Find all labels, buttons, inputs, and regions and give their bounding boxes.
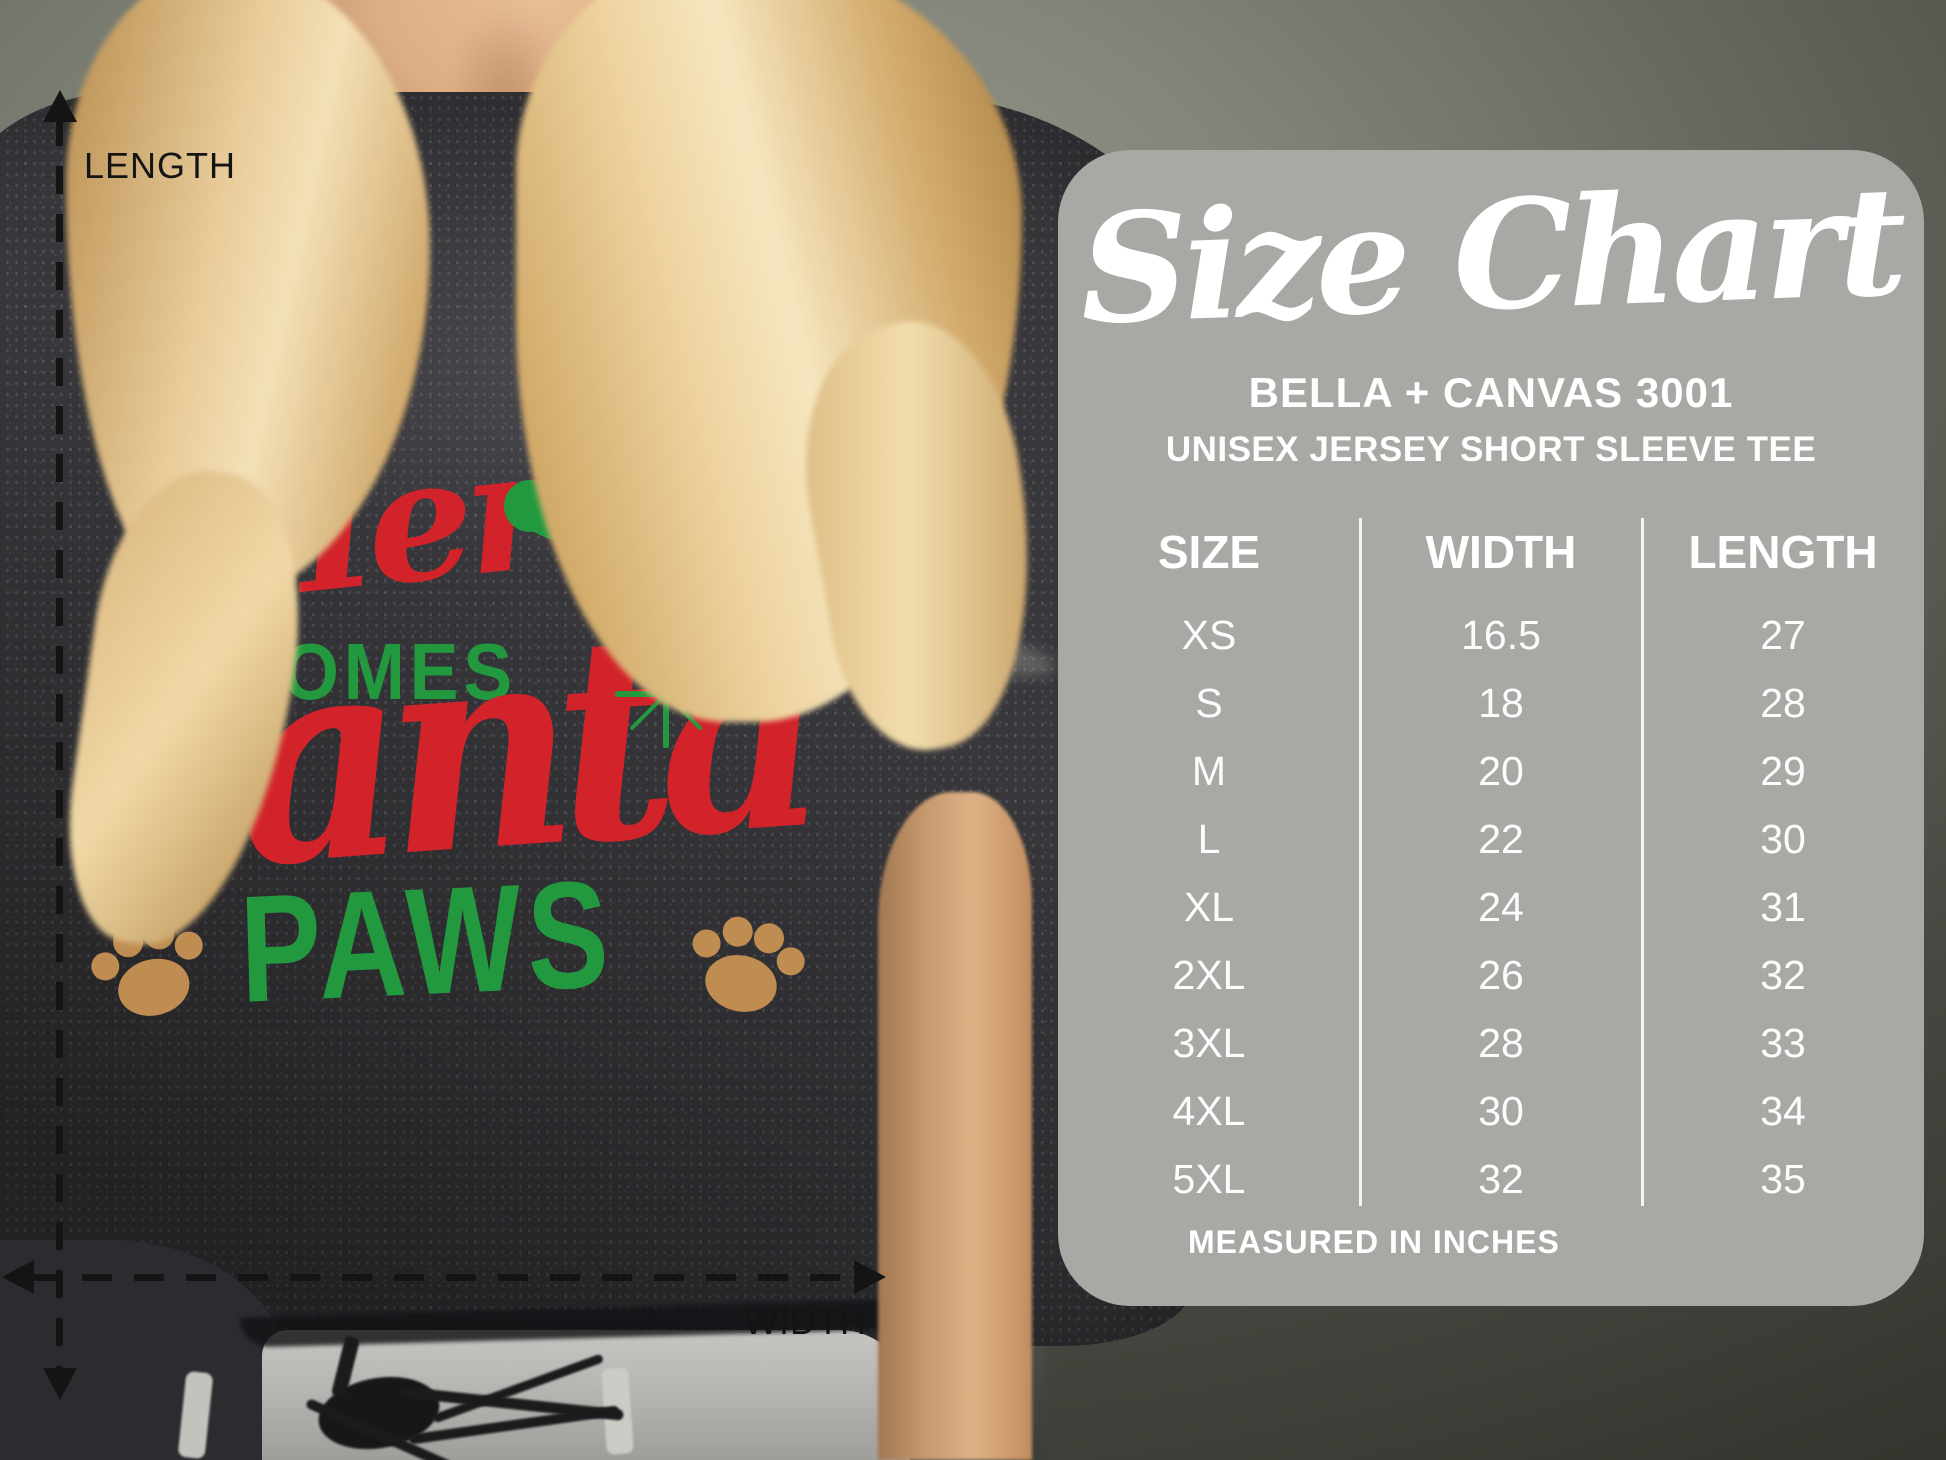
width-cell: 16.5 [1461, 612, 1541, 658]
width-cell: 22 [1478, 816, 1524, 862]
width-cell: 18 [1478, 680, 1524, 726]
length-measure-line [56, 118, 63, 1376]
length-cell: 29 [1760, 748, 1806, 794]
column-divider [1641, 518, 1644, 1206]
size-cell: M [1191, 748, 1227, 794]
size-chart-title: Size Chart [1077, 153, 1905, 359]
table-row: XS 16.5 27 [1058, 601, 1924, 669]
size-cell: XS [1181, 612, 1237, 658]
width-arrow-right-icon [854, 1260, 886, 1294]
product-name: UNISEX JERSEY SHORT SLEEVE TEE [1165, 430, 1817, 469]
width-measure-line [30, 1274, 858, 1281]
table-row: 2XL 26 32 [1058, 941, 1924, 1009]
paw-print-icon [692, 916, 805, 1012]
length-cell: 35 [1760, 1156, 1806, 1202]
length-cell: 34 [1760, 1088, 1806, 1134]
length-cell: 28 [1760, 680, 1806, 726]
length-label: LENGTH [84, 145, 237, 186]
table-row: XL 24 31 [1058, 873, 1924, 941]
brand-name: BELLA + CANVAS 3001 [1248, 369, 1734, 416]
model-arm [878, 792, 1032, 1460]
table-header-row: SIZE WIDTH LENGTH [1058, 522, 1924, 582]
size-cell: 5XL [1172, 1156, 1246, 1202]
length-arrow-down-icon [43, 1368, 77, 1400]
size-table-body: XS 16.5 27 S 18 28 M 20 29 L 22 30 XL 24 [1058, 601, 1924, 1213]
table-row: 4XL 30 34 [1058, 1077, 1924, 1145]
length-cell: 32 [1760, 952, 1806, 998]
length-arrow-up-icon [43, 90, 77, 122]
measured-in-inches-note: MEASURED IN INCHES [1188, 1224, 1560, 1260]
length-cell: 31 [1760, 884, 1806, 930]
column-header-width: WIDTH [1425, 526, 1577, 578]
size-chart-panel: Size Chart BELLA + CANVAS 3001 UNISEX JE… [1058, 150, 1924, 1306]
size-cell: 3XL [1172, 1020, 1246, 1066]
column-header-length: LENGTH [1688, 526, 1878, 578]
table-row: 3XL 28 33 [1058, 1009, 1924, 1077]
width-cell: 26 [1478, 952, 1524, 998]
column-header-size: SIZE [1157, 526, 1261, 578]
column-divider [1359, 518, 1362, 1206]
table-row: S 18 28 [1058, 669, 1924, 737]
design-word-paws: PAWS [237, 848, 617, 1035]
width-cell: 24 [1478, 884, 1524, 930]
width-cell: 32 [1478, 1156, 1524, 1202]
width-cell: 20 [1478, 748, 1524, 794]
width-label: WIDTH [744, 1301, 867, 1342]
width-cell: 30 [1478, 1088, 1524, 1134]
length-cell: 33 [1760, 1020, 1806, 1066]
width-arrow-left-icon [2, 1260, 34, 1294]
width-cell: 28 [1478, 1020, 1524, 1066]
size-cell: S [1195, 680, 1223, 726]
table-row: L 22 30 [1058, 805, 1924, 873]
length-cell: 27 [1760, 612, 1806, 658]
size-cell: XL [1183, 884, 1235, 930]
size-cell: 2XL [1172, 952, 1246, 998]
table-row: M 20 29 [1058, 737, 1924, 805]
size-cell: L [1197, 816, 1221, 862]
table-row: 5XL 32 35 [1058, 1145, 1924, 1213]
size-cell: 4XL [1172, 1088, 1246, 1134]
length-cell: 30 [1760, 816, 1806, 862]
